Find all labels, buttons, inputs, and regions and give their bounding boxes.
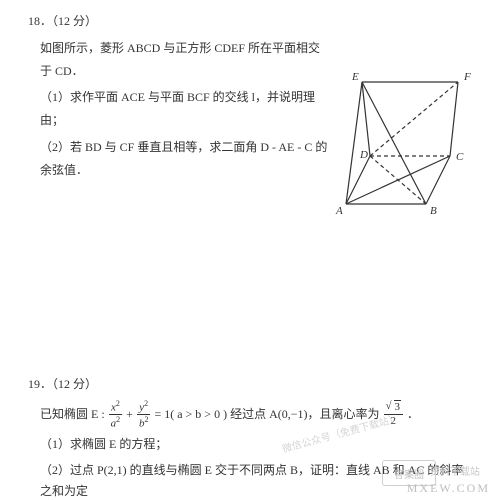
frac-y2-b2: y2 b2 xyxy=(137,400,151,430)
frac-sqrt3-2: 3 2 xyxy=(384,402,404,427)
svg-text:F: F xyxy=(463,72,471,83)
ellipse-equation: x2 a2 + y2 b2 xyxy=(108,400,152,430)
q19-stem-pre: 已知椭圆 E : xyxy=(40,407,108,421)
question-19: 19．（12 分） 已知椭圆 E : x2 a2 + y2 b2 = 1( a … xyxy=(28,370,468,500)
svg-text:C: C xyxy=(456,151,464,163)
frac-x2-a2: x2 a2 xyxy=(109,400,123,430)
q19-part1: （1）求椭圆 E 的方程； xyxy=(28,434,468,456)
ecc-den: 2 xyxy=(384,415,404,427)
svg-text:A: A xyxy=(335,205,343,217)
geometry-diagram: A B C D E F xyxy=(326,72,476,222)
q18-part1: （1）求作平面 ACE 与平面 BCF 的交线 l，并说明理由； xyxy=(28,86,328,132)
q18-body: 如图所示，菱形 ABCD 与正方形 CDEF 所在平面相交于 CD． （1）求作… xyxy=(28,37,328,182)
q19-stem-end: ． xyxy=(407,407,419,421)
svg-text:E: E xyxy=(351,72,359,83)
q19-part2-line1: （2）过点 P(2,1) 的直线与椭圆 E 交于不同两点 B，证明：直线 AB … xyxy=(28,460,468,500)
q18-part2: （2）若 BD 与 CF 垂直且相等，求二面角 D - AE - C 的余弦值． xyxy=(28,136,328,182)
eccentricity: 3 2 xyxy=(383,402,405,427)
plus-sign: + xyxy=(126,407,136,421)
svg-text:B: B xyxy=(430,205,437,217)
q18-figure: A B C D E F xyxy=(326,72,476,222)
figure-solid-edges xyxy=(346,82,458,204)
figure-dashed-edges xyxy=(370,82,458,204)
q19-stem-mid: = 1( a > b > 0 ) 经过点 A(0,−1)，且离心率为 xyxy=(154,407,382,421)
figure-labels: A B C D E F xyxy=(335,72,471,217)
question-18: 18．（12 分） 如图所示，菱形 ABCD 与正方形 CDEF 所在平面相交于… xyxy=(28,10,328,182)
q19-stem: 已知椭圆 E : x2 a2 + y2 b2 = 1( a > b > 0 ) … xyxy=(28,400,468,430)
q18-number: 18．（12 分） xyxy=(28,10,328,33)
sqrt-val: 3 xyxy=(394,400,402,413)
q18-stem: 如图所示，菱形 ABCD 与正方形 CDEF 所在平面相交于 CD． xyxy=(28,37,328,83)
q19-number: 19．（12 分） xyxy=(28,374,468,396)
exam-page: 18．（12 分） 如图所示，菱形 ABCD 与正方形 CDEF 所在平面相交于… xyxy=(0,0,500,500)
svg-text:D: D xyxy=(359,149,368,161)
